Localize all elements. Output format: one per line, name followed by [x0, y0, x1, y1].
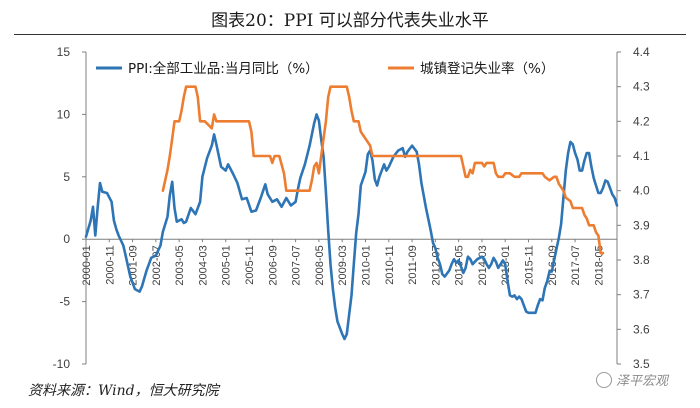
x-tick-label: 2018-05 — [593, 245, 605, 285]
left-tick-label: 15 — [57, 45, 71, 59]
source-note: 资料来源：Wind，恒大研究院 — [28, 383, 219, 399]
series-layer — [84, 85, 619, 341]
x-tick-label: 2001-09 — [128, 245, 140, 285]
x-tick-label: 2005-01 — [221, 245, 233, 285]
x-tick-label: 2005-11 — [244, 245, 256, 285]
wechat-logo-icon — [596, 371, 612, 388]
left-tick-label: -10 — [53, 357, 71, 371]
x-tick-label: 2000-11 — [104, 245, 116, 285]
x-tick-label: 2011-09 — [407, 245, 419, 285]
x-tick-label: 2009-03 — [337, 245, 349, 285]
title-divider — [14, 34, 686, 35]
legend-unemployment-label: 城镇登记失业率（%） — [420, 60, 554, 77]
x-tick-label: 2007-07 — [291, 245, 303, 285]
left-tick-label: 5 — [63, 170, 70, 184]
x-tick-label: 2017-07 — [570, 245, 582, 285]
x-tick-label: 2008-05 — [314, 245, 326, 285]
x-tick-label: 2015-11 — [524, 245, 536, 285]
legend: PPI:全部工业品:当月同比（%） 城镇登记失业率（%） — [96, 60, 554, 77]
unemployment-series-line — [161, 85, 605, 255]
x-tick-label: 2006-09 — [267, 245, 279, 285]
right-tick-label: 3.6 — [633, 322, 650, 336]
legend-ppi-label: PPI:全部工业品:当月同比（%） — [128, 60, 319, 77]
x-tick-label: 2003-05 — [174, 245, 186, 285]
right-tick-label: 4.3 — [633, 80, 650, 94]
x-tick-label: 2000-01 — [81, 245, 93, 285]
x-tick-label: 2004-03 — [197, 245, 209, 285]
watermark-text: 泽平宏观 — [616, 374, 669, 389]
ppi-series-line — [84, 113, 619, 341]
left-tick-label: 0 — [63, 232, 70, 246]
x-tick-label: 2014-03 — [477, 245, 489, 285]
right-tick-label: 3.5 — [633, 357, 650, 371]
right-axis: 4.4 4.3 4.2 4.1 4.0 3.9 3.8 3.7 3.6 3.5 — [617, 45, 650, 371]
left-tick-label: -5 — [59, 295, 70, 309]
right-tick-label: 3.8 — [633, 253, 650, 267]
chart-title: 图表20：PPI 可以部分代表失业水平 — [211, 11, 489, 31]
right-tick-label: 4.0 — [633, 184, 650, 198]
right-tick-label: 4.1 — [633, 149, 650, 163]
watermark: 泽平宏观 — [596, 370, 668, 389]
right-tick-label: 3.9 — [633, 218, 650, 232]
plot-frame — [85, 52, 618, 364]
left-tick-label: 10 — [57, 107, 71, 121]
right-tick-label: 4.2 — [633, 114, 650, 128]
right-tick-label: 4.4 — [633, 45, 650, 59]
x-tick-label: 2010-11 — [384, 245, 396, 285]
x-tick-label: 2012-07 — [430, 245, 442, 285]
right-tick-label: 3.7 — [633, 288, 650, 302]
left-axis: 15 10 5 0 -5 -10 — [53, 45, 86, 371]
x-tick-label: 2010-01 — [360, 245, 372, 285]
